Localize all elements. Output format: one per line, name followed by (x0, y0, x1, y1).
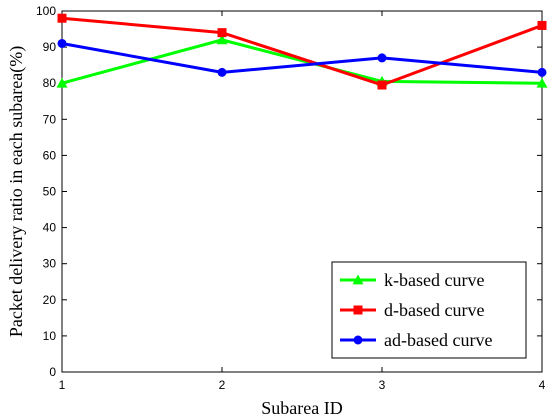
series-line (61, 42, 543, 74)
x-tick-label: 3 (379, 378, 386, 392)
y-tick-label: 70 (43, 112, 57, 126)
legend-marker (352, 274, 364, 285)
legend-label: k-based curve (384, 270, 484, 290)
data-point (377, 80, 387, 90)
legend-entry: d-based curve (340, 300, 484, 320)
data-point (57, 38, 67, 48)
legend: k-based curve d-based curve ad-based curve (331, 261, 527, 359)
data-point (217, 67, 227, 77)
legend-label: ad-based curve (384, 330, 492, 350)
y-tick-label: 40 (43, 221, 57, 235)
series-ad-based-curve (57, 38, 547, 77)
y-tick-label: 100 (36, 4, 56, 18)
legend-entry: ad-based curve (340, 330, 492, 350)
y-tick-label: 10 (43, 329, 57, 343)
series-d-based-curve (57, 13, 547, 90)
data-point (377, 53, 387, 63)
data-point (537, 67, 547, 77)
x-axis-ticks: 1 2 3 4 (59, 11, 546, 392)
x-tick-label: 1 (59, 378, 66, 392)
data-point (536, 77, 548, 88)
x-tick-label: 4 (539, 378, 546, 392)
y-tick-label: 60 (43, 148, 57, 162)
y-tick-label: 30 (43, 257, 57, 271)
y-axis-ticks: 0 10 20 30 40 50 60 70 80 90 100 (36, 4, 542, 379)
series-layer (56, 13, 548, 90)
legend-marker (353, 305, 363, 315)
data-point (537, 20, 547, 30)
legend-label: d-based curve (384, 300, 484, 320)
data-point (216, 34, 228, 45)
y-tick-label: 20 (43, 293, 57, 307)
y-tick-label: 90 (43, 40, 57, 54)
series-line (61, 16, 543, 87)
x-axis-label: Subarea ID (261, 398, 342, 418)
legend-entry: k-based curve (340, 270, 484, 290)
legend-marker (353, 335, 363, 345)
series-line (61, 38, 543, 85)
y-tick-label: 0 (49, 365, 56, 379)
x-tick-label: 2 (219, 378, 226, 392)
y-axis-label: Packet delivery ratio in each subarea(%) (6, 46, 27, 337)
data-point (56, 77, 68, 88)
y-tick-label: 50 (43, 185, 57, 199)
y-tick-label: 80 (43, 76, 57, 90)
data-point (217, 28, 227, 38)
data-point (57, 13, 67, 23)
